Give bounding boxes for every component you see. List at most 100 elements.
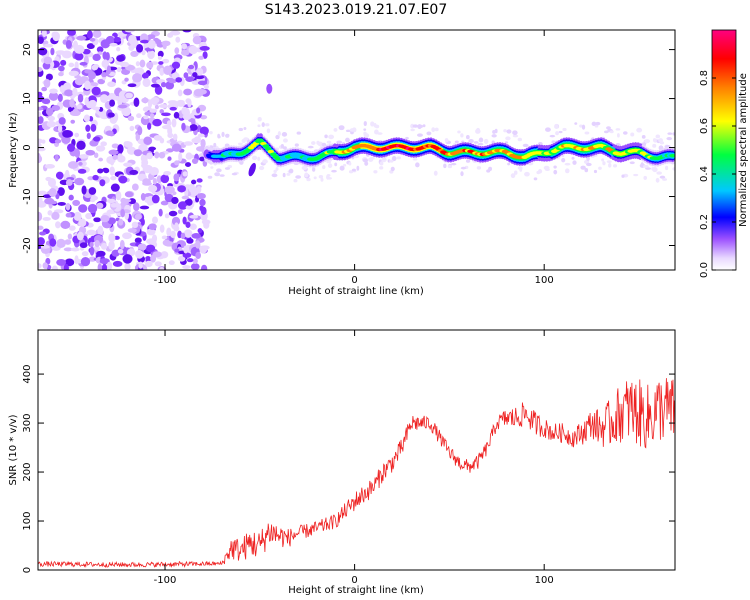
spectrogram-noise-cell — [57, 201, 66, 206]
spectrogram-noise-cell — [133, 97, 140, 108]
spectrogram-noise-cell — [199, 198, 206, 207]
spectrogram-noise-cell — [41, 98, 51, 105]
spectrogram-noise-cell — [177, 209, 183, 215]
spectrogram-halo-cell — [473, 141, 479, 144]
spectrogram-halo-cell — [641, 135, 646, 139]
spectrogram-noise-cell — [100, 141, 107, 147]
spectrogram-noise-cell — [81, 185, 87, 195]
spectrogram-noise-cell — [116, 55, 125, 62]
spectrogram-signal-cell — [267, 149, 275, 154]
snr-y-tick-label: 400 — [22, 365, 33, 384]
spectrogram-noise-cell — [128, 45, 135, 51]
spectrogram-noise-cell — [76, 140, 86, 151]
spectrogram-noise-cell — [118, 175, 128, 184]
spectrogram-noise-cell — [63, 263, 69, 270]
spectrogram-noise-cell — [72, 199, 81, 206]
colorbar-tick-label: 0.0 — [699, 262, 710, 278]
spectrogram-halo-cell — [331, 169, 337, 173]
spectrogram-noise-cell — [42, 194, 52, 199]
spectrogram-noise-cell — [92, 246, 101, 251]
spectrogram-noise-cell — [183, 72, 189, 79]
spectrogram-noise-cell — [142, 181, 153, 186]
spectrogram-noise-cell — [182, 30, 192, 33]
spectrogram-secondary-blob — [248, 162, 256, 177]
spectrogram-noise-cell — [84, 96, 89, 106]
spectrogram-noise-cell — [108, 240, 115, 250]
spectrogram-noise-cell — [149, 113, 155, 119]
colorbar: 0.0 0.2 0.4 0.6 0.8 Normalized spectral ampl… — [699, 29, 749, 278]
spectrogram-noise-cell — [158, 61, 164, 65]
spectrogram-noise-cell — [151, 194, 160, 204]
spectrogram-noise-cell — [175, 36, 181, 43]
spectrogram-halo-cell — [294, 143, 299, 147]
spectrogram-halo-cell — [349, 128, 356, 132]
spectrogram-noise-cell — [55, 171, 64, 180]
spectrogram-noise-cell — [185, 198, 193, 206]
spectrogram-halo-cell — [265, 123, 270, 127]
spectrogram-noise-cell — [189, 223, 197, 230]
colorbar-gradient — [711, 29, 737, 271]
spectrogram-noise-cell — [87, 71, 97, 80]
spectrogram-noise-cell — [203, 84, 209, 90]
spectrogram-noise-cell — [65, 40, 72, 49]
spectrogram-noise-cell — [177, 255, 186, 262]
spectrogram-x-axis-label: Height of straight line (km) — [288, 286, 424, 297]
spectrogram-noise-cell — [80, 256, 91, 267]
spectrogram-noise-cell — [114, 235, 120, 240]
spectrogram-noise-cell — [195, 240, 201, 249]
spectrogram-noise-cell — [72, 87, 78, 97]
spectrogram-noise-cell — [38, 153, 41, 163]
spectrogram-noise-cell — [93, 217, 101, 223]
spectrogram-halo-cell — [373, 170, 378, 174]
spectrogram-noise-cell — [97, 168, 104, 174]
spectrogram-halo-cell — [391, 156, 397, 162]
spectrogram-noise-cell — [199, 114, 208, 120]
spectrogram-halo-cell — [351, 168, 356, 172]
spectrogram-noise-cell — [166, 227, 172, 237]
spectrogram-noise-cell — [149, 108, 158, 113]
spectrogram-noise-cell — [164, 185, 175, 194]
spectrogram-noise-cell — [123, 162, 133, 167]
spectrogram-halo-cell — [273, 169, 277, 174]
spectrogram-noise-cell — [38, 143, 42, 148]
spectrogram-halo-cell — [377, 132, 383, 135]
spectrogram-noise-cell — [119, 61, 129, 68]
snr-frame — [37, 329, 676, 571]
spectrogram-halo-cell — [510, 173, 516, 179]
snr-y-tick-label: 100 — [22, 511, 33, 530]
spectrogram-noise-cell — [56, 238, 66, 248]
spectrogram-noise-cell — [67, 161, 79, 169]
spectrogram-noise-cell — [44, 164, 56, 169]
spectrogram-noise-cell — [190, 179, 197, 185]
spectrogram-halo-cell — [209, 130, 213, 135]
spectrogram-noise-cell — [115, 190, 122, 201]
spectrogram-halo-cell — [417, 124, 422, 130]
spectrogram-noise-cell — [138, 261, 143, 269]
spectrogram-noise-cell — [157, 50, 164, 58]
spectrogram-noise-cell — [182, 171, 188, 177]
spectrogram-halo-cell — [338, 125, 345, 131]
spectrogram-noise-cell — [55, 50, 66, 55]
spectrogram-noise-cell — [116, 66, 122, 73]
spectrogram-noise-cell — [69, 110, 81, 117]
spectrogram-halo-cell — [621, 174, 625, 178]
spectrogram-noise-cell — [87, 203, 98, 214]
spectrogram-halo-cell — [604, 130, 609, 134]
spectrogram-halo-cell — [672, 167, 675, 171]
spectrogram-noise-cell — [49, 238, 57, 247]
spectrogram-noise-cell — [199, 205, 204, 212]
spectrogram-noise-cell — [127, 228, 137, 233]
snr-x-tick-label: 0 — [351, 575, 357, 586]
spectrogram-noise-cell — [189, 124, 198, 131]
spectrogram-halo-cell — [237, 142, 243, 146]
spectrogram-noise-cell — [64, 239, 72, 245]
spectrogram-noise-cell — [78, 154, 89, 159]
spectrogram-halo-cell — [322, 165, 326, 170]
snr-y-axis-label: SNR (10 * v/v) — [8, 414, 19, 485]
spectrogram-noise-cell — [100, 94, 109, 103]
spectrogram-halo-cell — [465, 159, 471, 163]
spectrogram-noise-cell — [90, 197, 96, 203]
spectrogram-noise-cell — [167, 132, 174, 138]
spectrogram-halo-cell — [565, 168, 570, 174]
spectrogram-noise-cell — [74, 78, 85, 86]
